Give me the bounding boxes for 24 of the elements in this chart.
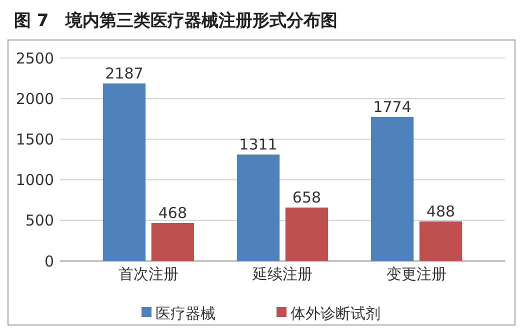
data-label: 2187 xyxy=(105,64,144,82)
legend-label: 医疗器械 xyxy=(156,304,216,322)
x-tick-label: 变更注册 xyxy=(386,265,447,283)
y-tick-label: 500 xyxy=(25,212,54,230)
data-label: 468 xyxy=(158,204,188,222)
y-tick-label: 0 xyxy=(44,252,54,270)
data-label: 488 xyxy=(426,202,456,220)
chart-title: 图 7 境内第三类医疗器械注册形式分布图 xyxy=(14,11,338,31)
bar xyxy=(419,221,462,261)
y-tick-label: 1000 xyxy=(16,171,54,190)
y-tick-label: 2000 xyxy=(16,90,54,108)
y-tick-label: 2500 xyxy=(16,49,54,68)
x-tick-label: 延续注册 xyxy=(252,265,312,283)
legend-label: 体外诊断试剂 xyxy=(290,304,380,322)
bar xyxy=(285,208,328,261)
bar xyxy=(370,116,414,261)
x-tick-label: 首次注册 xyxy=(118,265,178,283)
bar xyxy=(102,83,146,261)
y-tick-label: 1500 xyxy=(16,130,54,148)
bar xyxy=(151,223,194,261)
data-label: 1774 xyxy=(373,98,412,116)
bar xyxy=(236,154,280,261)
data-label: 658 xyxy=(292,188,322,207)
data-label: 1311 xyxy=(239,136,278,154)
